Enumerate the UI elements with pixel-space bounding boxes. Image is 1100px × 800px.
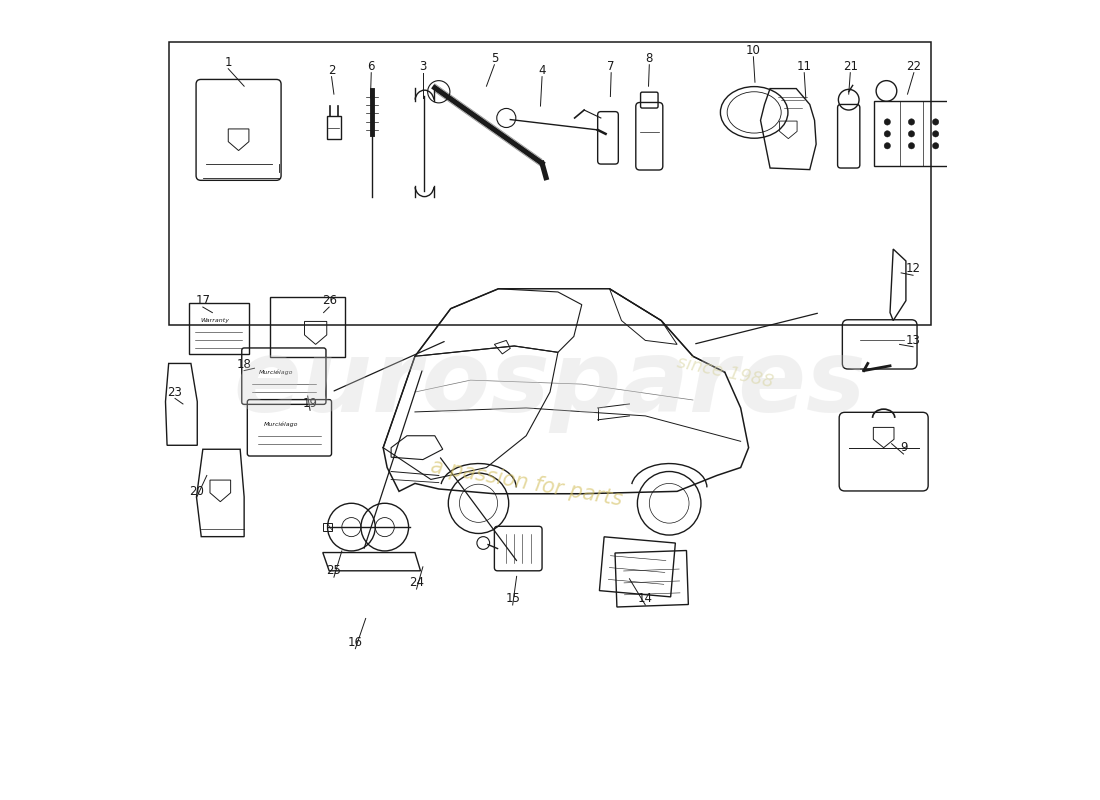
Text: 13: 13 <box>905 334 921 347</box>
Text: 17: 17 <box>196 294 210 307</box>
Text: eurospares: eurospares <box>233 336 867 433</box>
Text: since 1988: since 1988 <box>674 353 774 391</box>
Bar <box>168 42 932 325</box>
Bar <box>327 115 341 139</box>
Circle shape <box>884 130 891 137</box>
Bar <box>189 302 249 354</box>
Bar <box>873 102 949 166</box>
Text: 21: 21 <box>843 60 858 73</box>
Text: 20: 20 <box>189 485 204 498</box>
Text: 22: 22 <box>906 60 922 73</box>
Text: 14: 14 <box>638 592 652 605</box>
Text: Warranty: Warranty <box>200 318 229 323</box>
Text: 18: 18 <box>236 358 252 370</box>
Text: 23: 23 <box>167 386 183 398</box>
Text: 16: 16 <box>348 636 363 649</box>
Circle shape <box>933 118 938 125</box>
Circle shape <box>909 118 915 125</box>
Text: 12: 12 <box>905 262 921 275</box>
Text: 5: 5 <box>491 52 498 65</box>
Circle shape <box>909 142 915 149</box>
Text: 19: 19 <box>302 398 318 410</box>
Circle shape <box>933 142 938 149</box>
Text: 24: 24 <box>409 576 424 590</box>
Text: 11: 11 <box>796 60 812 73</box>
Circle shape <box>884 118 891 125</box>
Bar <box>322 523 332 531</box>
Text: 4: 4 <box>538 64 546 77</box>
Text: 15: 15 <box>505 592 520 605</box>
Text: Murciélago: Murciélago <box>258 370 294 375</box>
Circle shape <box>884 142 891 149</box>
Circle shape <box>909 130 915 137</box>
Text: 2: 2 <box>328 64 336 77</box>
Text: 26: 26 <box>321 294 337 307</box>
Text: a passion for parts: a passion for parts <box>429 457 624 510</box>
Text: 7: 7 <box>607 60 615 73</box>
Text: 6: 6 <box>367 60 375 73</box>
Circle shape <box>933 130 938 137</box>
Bar <box>270 297 345 357</box>
Text: 3: 3 <box>419 60 427 73</box>
Text: 9: 9 <box>900 441 908 454</box>
Text: 1: 1 <box>224 56 232 69</box>
Text: 25: 25 <box>327 564 341 578</box>
Text: Murciélago: Murciélago <box>264 421 299 426</box>
Text: 8: 8 <box>646 52 653 65</box>
Text: 10: 10 <box>746 44 761 57</box>
